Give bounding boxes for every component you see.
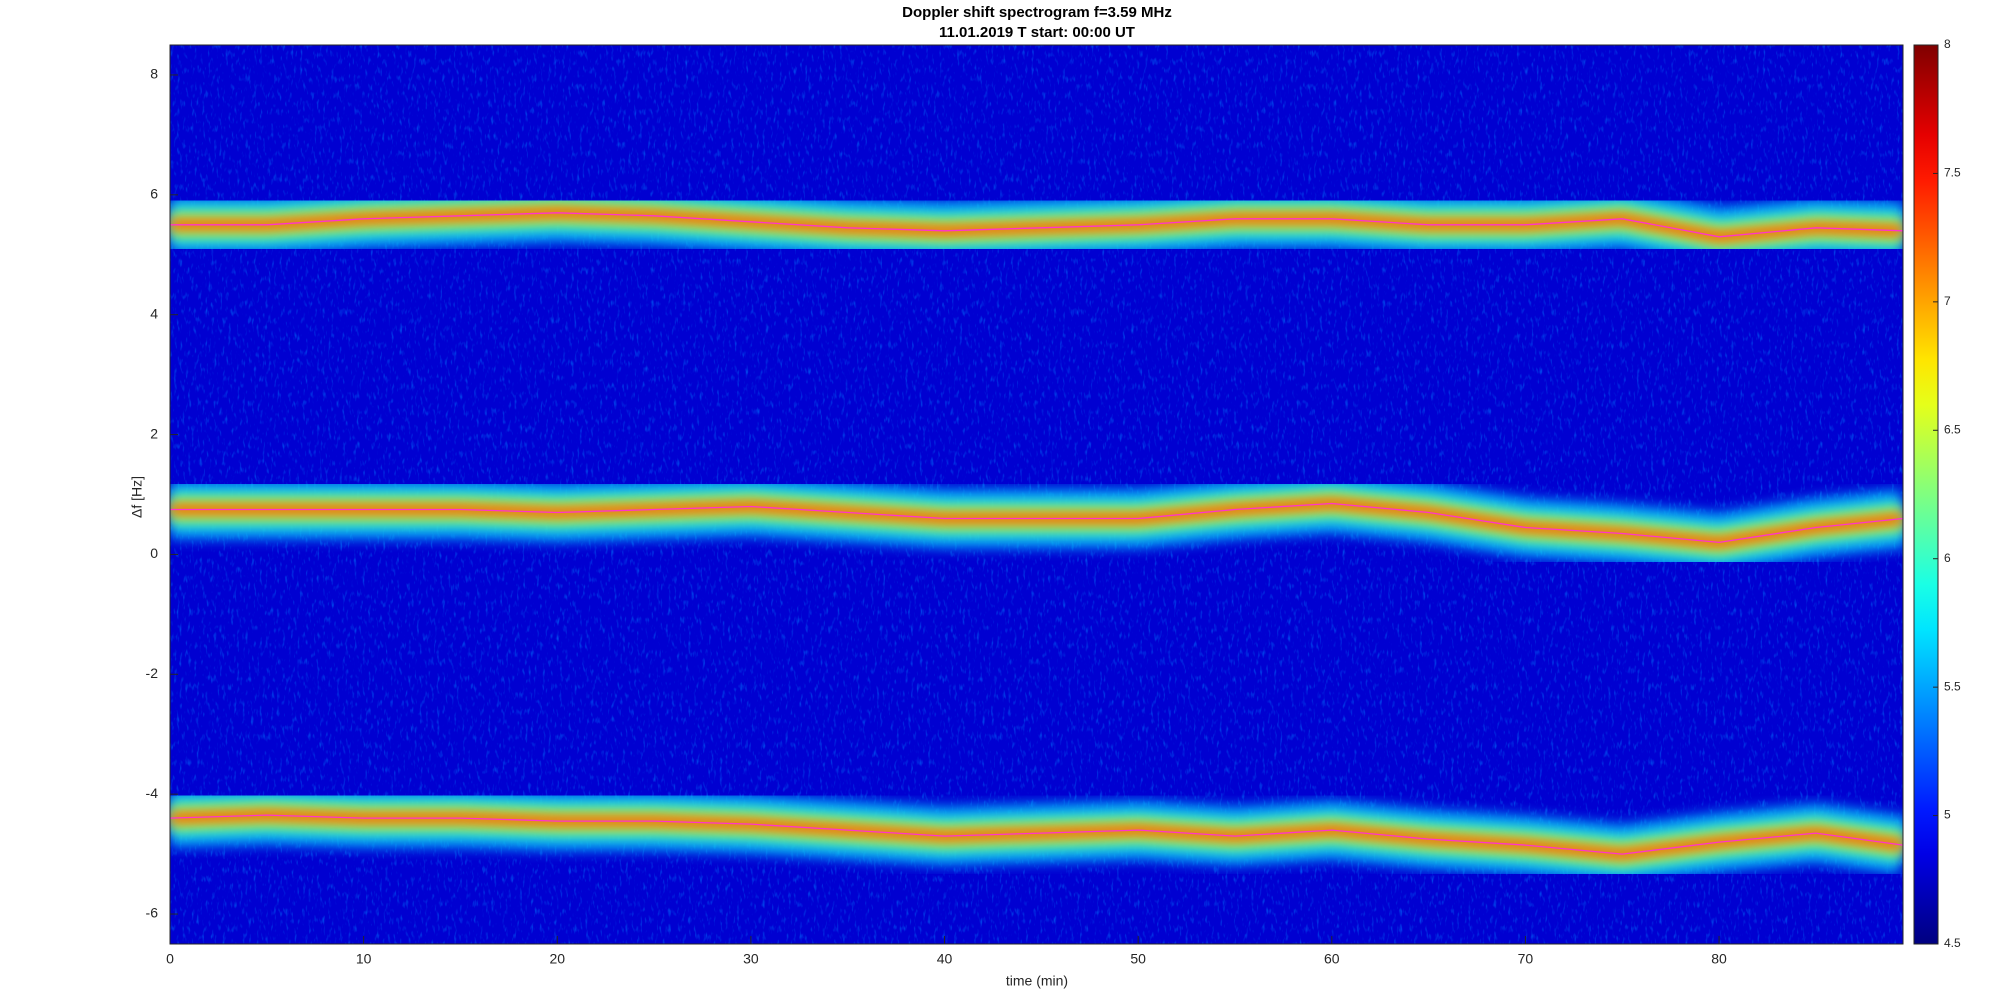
y-tick-label: 2 <box>150 425 158 441</box>
colorbar-tick-label: 6.5 <box>1944 422 1961 436</box>
doppler-trace <box>170 502 1903 544</box>
x-tick-label: 70 <box>1518 951 1534 967</box>
y-tick-label: -2 <box>146 665 159 681</box>
y-tick-label: -4 <box>146 785 159 801</box>
y-axis-label: Δf [Hz] <box>129 476 145 518</box>
colorbar-tick-label: 5.5 <box>1944 679 1961 693</box>
doppler-trace <box>170 814 1903 855</box>
chart-title: Doppler shift spectrogram f=3.59 MHz <box>902 4 1172 21</box>
colorbar-tick-label: 5 <box>1944 808 1951 822</box>
y-tick-label: 0 <box>150 545 158 561</box>
colorbar-tick-label: 7.5 <box>1944 166 1961 180</box>
x-tick-label: 30 <box>743 951 759 967</box>
x-tick-label: 50 <box>1130 951 1146 967</box>
colorbar-tick-label: 7 <box>1944 294 1951 308</box>
x-tick-label: 60 <box>1324 951 1340 967</box>
y-tick-label: -6 <box>146 905 159 921</box>
y-tick-label: 8 <box>150 66 158 82</box>
chart-subtitle: 11.01.2019 T start: 00:00 UT <box>939 24 1135 41</box>
y-tick-label: 4 <box>150 305 158 321</box>
x-tick-label: 0 <box>166 951 174 967</box>
colorbar-tick-label: 4.5 <box>1944 936 1961 950</box>
plot-frame <box>169 44 1904 945</box>
x-tick-label: 80 <box>1711 951 1727 967</box>
colorbar-tick-label: 8 <box>1944 37 1951 51</box>
x-axis-label: time (min) <box>1006 973 1068 989</box>
plot-area <box>170 45 1903 944</box>
doppler-trace <box>170 212 1903 238</box>
colorbar <box>1913 44 1939 945</box>
colorbar-tick-label: 6 <box>1944 551 1951 565</box>
y-tick-label: 6 <box>150 186 158 202</box>
x-tick-label: 20 <box>549 951 565 967</box>
x-tick-label: 10 <box>356 951 372 967</box>
x-tick-label: 40 <box>937 951 953 967</box>
